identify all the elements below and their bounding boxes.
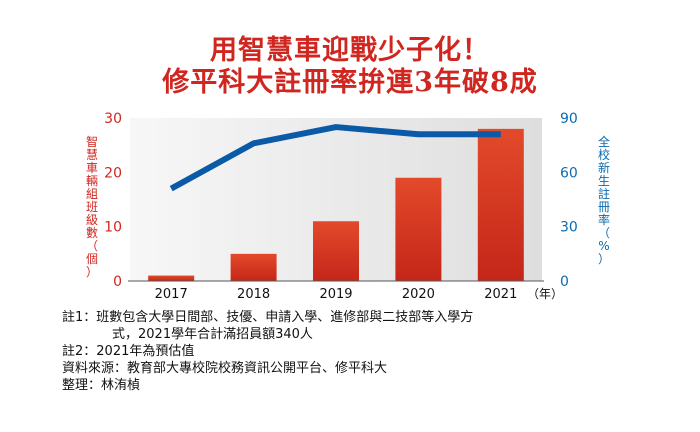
chart-title-line1: 用智慧車迎戰少子化！ (210, 35, 490, 66)
bar-2017 (148, 275, 195, 281)
bar-2020 (395, 177, 442, 281)
note-2: 註2：2021年為預估值 (62, 344, 195, 359)
note-1-line-1: 註1：班數包含大學日間部、技優、申請入學、進修部與二技部等入學方 (62, 310, 474, 325)
x-axis-unit: （年） (527, 287, 563, 301)
left-tick-label-20: 20 (104, 165, 122, 181)
editor-credit: 整理：林洧楨 (62, 378, 141, 393)
x-tick-label-2021: 2021 (484, 287, 517, 302)
x-tick-label-2018: 2018 (237, 287, 270, 302)
x-tick-label-2019: 2019 (319, 287, 352, 302)
x-tick-label-2017: 2017 (155, 287, 188, 302)
line-registration-rate (169, 124, 501, 192)
left-tick-label-0: 0 (113, 274, 122, 290)
chart-title-line2: 修平科大註冊率拚連3年破8成 (162, 67, 538, 98)
x-tick-label-2020: 2020 (402, 287, 435, 302)
right-tick-label-90: 90 (560, 111, 578, 127)
right-tick-label-60: 60 (560, 165, 578, 181)
right-tick-label-30: 30 (560, 220, 578, 236)
left-axis-label: 智慧車輛組班級數（個） (86, 134, 98, 279)
data-source: 資料來源：教育部大專校院校務資訊公開平台、修平科大 (62, 361, 388, 376)
bar-2021 (477, 128, 524, 281)
left-tick-label-10: 10 (104, 220, 122, 236)
combo-chart: 2017 2018 2019 2020 2021 （年）01020300306090智慧車… (86, 111, 610, 302)
right-axis-label: 全校新生註冊率（%） (598, 134, 610, 266)
note-1-line-2: 式，2021學年合計滿招員額340人 (112, 327, 313, 342)
right-tick-label-0: 0 (560, 274, 569, 290)
left-tick-label-30: 30 (104, 111, 122, 127)
bar-2019 (313, 221, 359, 281)
footnotes: 註1：班數包含大學日間部、技優、申請入學、進修部與二技部等入學方 式，2021學… (62, 309, 662, 394)
bar-2018 (230, 253, 277, 281)
